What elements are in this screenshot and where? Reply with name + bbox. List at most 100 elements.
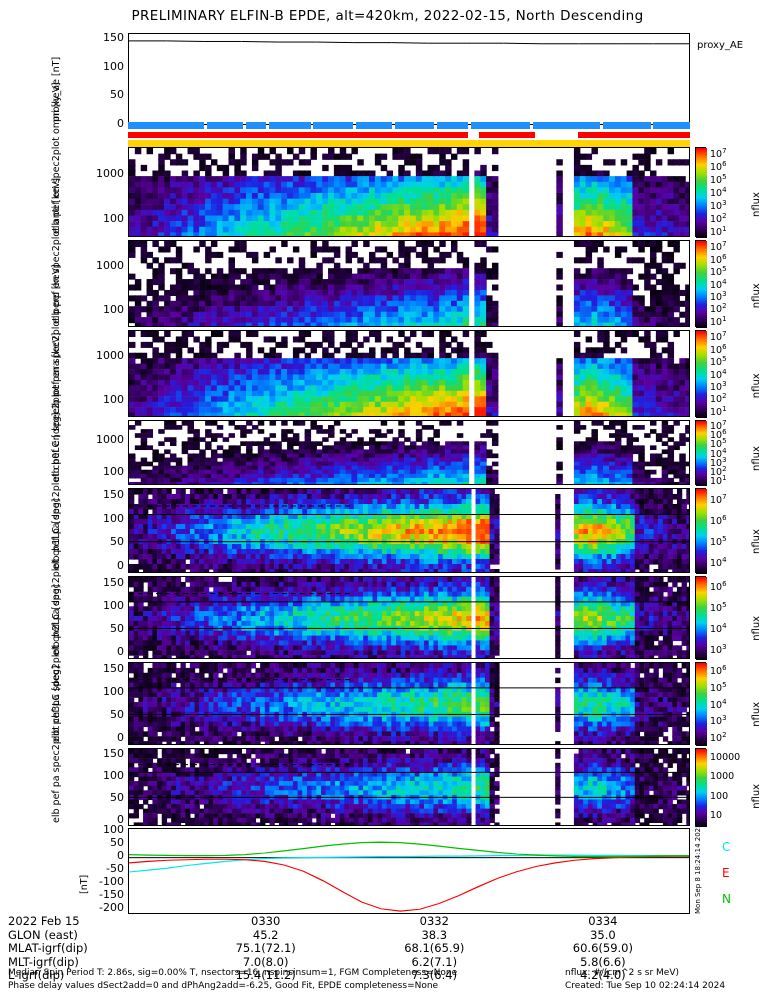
xaxis-value-4-0: 15.4(11.2) — [235, 968, 296, 982]
ytick-anti-1: 100 — [103, 302, 124, 316]
spectrogram-perp-plot-area — [128, 330, 690, 417]
xaxis-value-0-2: 0334 — [588, 914, 618, 928]
xaxis-row-label-1: GLON (east) — [8, 927, 78, 942]
xaxis-value-1-0: 45.2 — [252, 927, 279, 942]
cbar-label-para: nflux — [751, 445, 762, 471]
cbar-tick-para-4: 103 — [710, 455, 727, 469]
ytick-perp-0: 1000 — [96, 349, 124, 363]
science-zone-segment — [437, 122, 468, 129]
cbar-label-perp: nflux — [751, 372, 762, 398]
colorbar-ch0LC — [695, 488, 707, 574]
ytick-ch1LC-1: 100 — [103, 598, 124, 612]
cbar-tick-ch3LC-1: 1000 — [710, 771, 735, 783]
cbar-tick-omni-0: 107 — [710, 147, 727, 161]
cbar-tick-anti-2: 105 — [710, 265, 727, 279]
colorbar-para — [695, 420, 707, 486]
fgm-ytick-1: 50 — [110, 835, 124, 849]
xaxis-value-1-2: 35.0 — [590, 927, 616, 942]
cbar-tick-ch3LC-3: 10 — [710, 810, 723, 822]
page-title: PRELIMINARY ELFIN-B EPDE, alt=420km, 202… — [131, 8, 644, 24]
ytick-ch3LC-1: 100 — [103, 769, 124, 783]
cbar-tick-ch1LC-1: 105 — [710, 601, 727, 615]
cbar-label-ch2LC: nflux — [751, 701, 762, 727]
fgm-ytick-5: -150 — [99, 887, 124, 901]
ytick-ch3LC-2: 50 — [110, 790, 124, 804]
cbar-tick-ch2LC-1: 105 — [710, 680, 727, 695]
cbar-tick-ch2LC-3: 103 — [710, 714, 727, 728]
xaxis-value-1-1: 38.3 — [421, 927, 448, 942]
cbar-tick-ch0LC-1: 106 — [710, 513, 727, 528]
spectrogram-ch1LC-plot-area — [128, 576, 690, 659]
colorbar-omni — [695, 147, 707, 238]
cbar-tick-ch1LC-3: 103 — [710, 642, 727, 656]
cbar-label-ch3LC: nflux — [751, 783, 762, 809]
cbar-tick-omni-5: 102 — [710, 211, 727, 225]
cbar-tick-perp-2: 105 — [710, 355, 727, 369]
cbar-tick-anti-1: 106 — [710, 252, 727, 266]
colorbar-ch3LC — [695, 748, 707, 827]
ytick-perp-1: 100 — [103, 392, 124, 406]
cbar-tick-ch2LC-4: 102 — [710, 730, 727, 744]
xaxis-value-3-0: 7.0(8.0) — [242, 954, 289, 969]
ytick-ch0LC-0: 150 — [103, 487, 124, 501]
science-zone-segment — [532, 122, 601, 129]
xaxis-row-label-2: MLAT-igrf(dip) — [8, 941, 88, 955]
science-zone-segment — [268, 122, 311, 129]
science-zone-segment — [653, 122, 690, 129]
cbar-tick-para-5: 102 — [710, 465, 727, 479]
xaxis-value-4-1: 7.3(6.4) — [411, 968, 458, 982]
cbar-tick-anti-4: 103 — [710, 289, 727, 304]
fgm-ytick-3: -50 — [106, 861, 124, 875]
cbar-tick-ch0LC-0: 107 — [710, 492, 727, 506]
cbar-tick-anti-6: 101 — [710, 314, 727, 328]
colorbar-perp — [695, 330, 707, 418]
quality-bar — [128, 140, 690, 147]
ytick-para-1: 100 — [103, 465, 124, 478]
cbar-tick-perp-3: 104 — [710, 367, 727, 381]
cbar-tick-ch2LC-2: 104 — [710, 697, 727, 711]
xaxis-value-2-0: 75.1(72.1) — [235, 941, 296, 955]
cbar-label-ch0LC: nflux — [751, 529, 762, 555]
proxy-ae-ytick-1: 100 — [103, 59, 124, 73]
proxy-ae-ytick-0: 150 — [103, 30, 124, 44]
cbar-tick-ch0LC-2: 105 — [710, 535, 727, 549]
ytick-omni-0: 1000 — [96, 167, 124, 180]
xaxis-value-2-2: 60.6(59.0) — [572, 941, 633, 955]
science-zone-segment — [206, 122, 244, 129]
ytick-ch2LC-0: 150 — [103, 661, 124, 675]
ytick-ch0LC-2: 50 — [110, 535, 124, 549]
cbar-tick-anti-3: 104 — [710, 277, 727, 291]
science-zone-segment — [355, 122, 393, 129]
cbar-tick-para-3: 104 — [710, 446, 727, 460]
collection-segment — [577, 132, 690, 138]
spectrogram-anti-plot-area — [128, 240, 690, 327]
xaxis-value-0-0: 0330 — [251, 914, 281, 928]
spectrogram-para-plot-area — [128, 420, 690, 485]
ytick-ch2LC-1: 100 — [103, 684, 124, 698]
fgm-legend-c: C — [722, 840, 731, 854]
ytick-ch3LC-3: 0 — [117, 812, 124, 826]
xaxis-value-3-1: 6.2(7.1) — [411, 954, 458, 969]
cbar-tick-para-6: 101 — [710, 474, 727, 488]
cbar-tick-perp-5: 102 — [710, 392, 727, 406]
render-timestamp-vertical: Mon Sep 8 18:24:14 2025 — [694, 823, 702, 914]
cbar-tick-ch0LC-3: 104 — [710, 556, 727, 570]
cbar-label-omni: nflux — [751, 192, 762, 218]
fgm-legend-n: N — [722, 892, 731, 906]
ytick-ch0LC-1: 100 — [103, 511, 124, 525]
ytick-ch0LC-3: 0 — [117, 559, 124, 573]
collection-segment — [128, 132, 468, 138]
cbar-tick-para-0: 107 — [710, 418, 727, 432]
xaxis-row-label-3: MLT-igrf(dip) — [8, 954, 79, 969]
science-zone-segment — [246, 122, 266, 129]
footer-left-line2: Phase delay values dSect2add=0 and dPhAn… — [8, 981, 439, 991]
xaxis-value-3-2: 5.8(6.6) — [580, 954, 626, 969]
xaxis-row-label-4: L-igrf(dip) — [8, 968, 65, 982]
cbar-tick-ch1LC-2: 104 — [710, 621, 727, 636]
ytick-ch1LC-3: 0 — [117, 645, 124, 659]
collection-segment — [479, 132, 536, 138]
ytick-ch2LC-2: 50 — [110, 708, 124, 722]
proxy-ae-right-label: proxy_AE — [697, 40, 744, 51]
cbar-tick-ch2LC-0: 106 — [710, 664, 727, 678]
spectrogram-ch3LC-plot-area — [128, 748, 690, 826]
